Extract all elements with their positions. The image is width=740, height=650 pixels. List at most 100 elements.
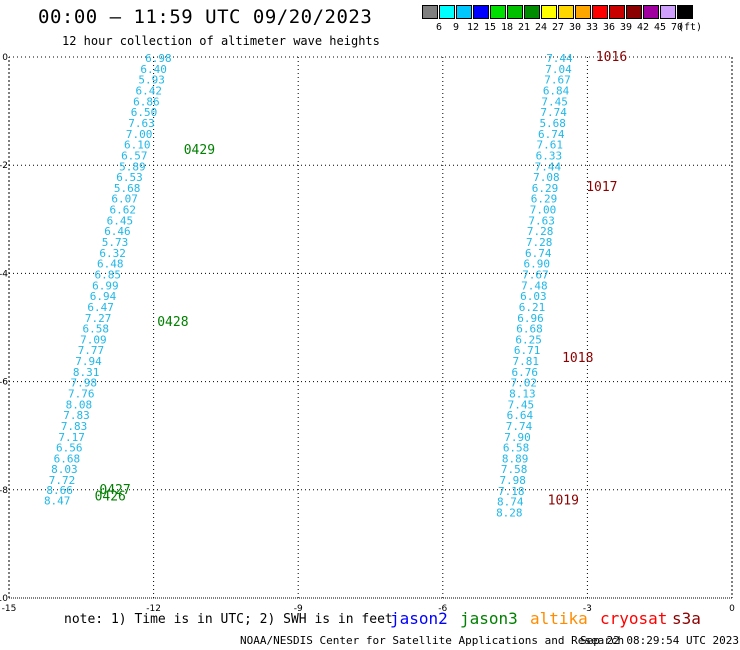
legend-label: 36 [602,22,616,33]
wave-height-label: 6.94 [90,290,117,303]
legend-label: 33 [585,22,599,33]
wave-height-label: 6.68 [516,323,543,336]
legend-swatch [592,5,608,19]
legend-swatch [677,5,693,19]
wave-height-label: 6.21 [519,301,546,314]
wave-height-label: 5.93 [138,74,165,87]
legend-swatch [473,5,489,19]
wave-height-label: 7.27 [85,312,112,325]
lon-tick-label: -15 [2,604,17,614]
wave-height-label: 6.99 [92,279,119,292]
map-frame [8,56,733,599]
wave-height-label: 7.61 [537,139,564,152]
satellite-name: cryosat [600,609,668,628]
wave-height-label: 7.45 [508,398,535,411]
wave-height-label: 6.74 [525,247,552,260]
legend-label: 18 [500,22,514,33]
legend-swatch [524,5,540,19]
time-label: 1017 [586,180,617,195]
wave-height-label: 7.83 [61,420,88,433]
wave-height-label: 6.64 [507,409,534,422]
wave-height-label: 6.98 [145,52,172,65]
legend-label: 21 [517,22,531,33]
legend-swatch [541,5,557,19]
legend-swatch [490,5,506,19]
wave-height-label: 6.25 [515,333,542,346]
legend-swatch [660,5,676,19]
generated-timestamp: Sep 22 08:29:54 UTC 2023 [580,634,739,647]
time-label: 0428 [157,315,188,330]
map-title: 00:00 – 11:59 UTC 09/20/2023 [38,6,373,28]
wave-height-label: 6.62 [110,204,137,217]
wave-height-label: 8.28 [496,507,523,520]
wave-height-label: 6.85 [95,268,122,281]
wave-height-label: 7.76 [68,388,95,401]
wave-height-label: 7.94 [75,355,102,368]
wave-height-label: 7.17 [58,431,85,444]
time-label: 0427 [99,483,130,498]
wave-height-label: 7.09 [80,333,107,346]
wave-height-label: 6.07 [111,193,138,206]
wave-height-label: 6.58 [503,442,530,455]
wave-height-label: 6.45 [107,214,134,227]
wave-height-label: 6.57 [121,149,148,162]
wave-height-label: 6.32 [99,247,126,260]
time-label: 1019 [548,494,579,509]
wave-height-label: 6.96 [517,312,544,325]
lon-tick-label: 0 [729,604,735,614]
wave-height-label: 8.74 [497,496,524,509]
wave-height-label: 6.03 [520,290,547,303]
legend-swatch [422,5,438,19]
wave-height-label: 7.00 [126,128,153,141]
wave-height-label: 6.74 [538,128,565,141]
time-label: 1016 [596,50,627,65]
wave-height-label: 8.31 [73,366,100,379]
lat-tick-label: -2 [0,161,8,171]
wave-height-label: 7.90 [504,431,531,444]
wave-height-label: 8.08 [66,398,93,411]
time-label: 1018 [562,351,593,366]
legend-label: 6 [435,22,443,33]
wave-height-label: 7.63 [528,214,555,227]
wave-height-label: 5.73 [102,236,129,249]
lat-tick-label: -4 [0,269,8,279]
wave-height-label: 8.66 [46,484,73,497]
legend-label: 24 [534,22,548,33]
lat-tick-label: 0 [2,53,8,63]
wave-height-label: 7.74 [540,106,567,119]
wave-height-label: 7.00 [530,204,557,217]
legend-swatch [575,5,591,19]
legend-swatch [456,5,472,19]
wave-height-label: 7.48 [521,279,548,292]
wave-height-label: 7.67 [544,74,571,87]
lon-tick-label: -12 [146,604,161,614]
wave-height-label: 7.98 [70,377,97,390]
wave-height-label: 7.74 [506,420,533,433]
legend-swatch [643,5,659,19]
satellite-name: s3a [672,609,701,628]
legend-label: 30 [568,22,582,33]
satellite-name: altika [530,609,588,628]
legend-label: 15 [483,22,497,33]
wave-height-label: 6.90 [524,258,551,271]
wave-height-label: 6.29 [531,193,558,206]
wave-height-label: 7.28 [527,225,554,238]
legend-swatch [507,5,523,19]
wave-height-label: 7.77 [78,344,105,357]
wave-height-label: 8.03 [51,463,78,476]
wave-height-label: 7.28 [526,236,553,249]
wave-height-label: 6.71 [514,344,541,357]
wave-height-label: 8.89 [502,452,529,465]
credit-text: NOAA/NESDIS Center for Satellite Applica… [240,634,625,647]
legend-unit: (ft) [677,22,703,33]
wave-height-label: 6.76 [511,366,538,379]
satellite-name: jason2 [390,609,448,628]
time-label: 0426 [95,489,126,504]
wave-height-label: 6.47 [87,301,114,314]
wave-height-label: 5.89 [119,160,146,173]
lat-tick-label: -8 [0,486,8,496]
wave-height-label: 7.45 [541,95,568,108]
lat-tick-label: -6 [0,378,8,388]
time-label: 0429 [184,143,215,158]
